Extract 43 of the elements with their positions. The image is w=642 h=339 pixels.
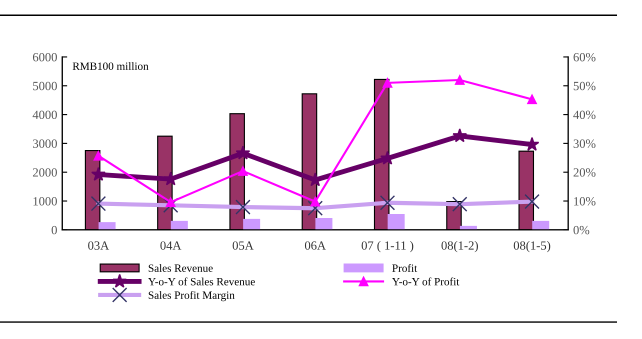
x-tick-label: 05A xyxy=(232,241,254,250)
annotation: RMB100 million xyxy=(72,62,148,70)
y2-tick-label: 20% xyxy=(574,168,596,177)
point xyxy=(454,75,465,85)
y2-tick-label: 40% xyxy=(573,110,596,120)
y2-tick-label: 10% xyxy=(574,197,596,206)
point xyxy=(527,94,537,104)
x-tick-label: 08(1-2) xyxy=(441,240,478,252)
y2-tick-label: 0% xyxy=(574,226,590,234)
bar xyxy=(388,214,405,230)
x-tick-label: 04A xyxy=(160,241,182,250)
bar xyxy=(170,220,188,230)
y-tick-label: 0 xyxy=(52,226,57,234)
x-tick-label: 08(1-5) xyxy=(514,240,550,252)
point xyxy=(166,197,176,208)
y2-tick-label: 30% xyxy=(574,139,596,148)
legend-label: Sales Profit Margin xyxy=(148,291,235,302)
y-tick-label: 5000 xyxy=(33,82,57,90)
bar xyxy=(243,218,260,230)
y2-tick-label: 50% xyxy=(574,82,596,90)
point xyxy=(238,166,248,176)
point xyxy=(94,150,104,161)
point xyxy=(382,78,392,88)
x-tick-label: 07 ( 1-11 ) xyxy=(362,240,414,252)
y-tick-label: 6000 xyxy=(32,52,57,62)
legend-label: Profit xyxy=(392,264,418,272)
bar xyxy=(98,222,116,230)
y-tick-label: 1000 xyxy=(34,197,57,206)
legend-label: Y-o-Y of Sales Revenue xyxy=(148,277,255,286)
point xyxy=(452,128,468,142)
y2-tick-label: 60% xyxy=(574,52,596,62)
x-tick-label: 06A xyxy=(304,241,326,250)
x-tick-label: 03A xyxy=(88,241,110,250)
y-tick-label: 3000 xyxy=(33,139,57,148)
legend-label: Sales Revenue xyxy=(148,264,213,272)
y-tick-label: 4000 xyxy=(32,110,57,120)
y-tick-label: 2000 xyxy=(32,168,57,177)
legend-label: Y-o-Y of Profit xyxy=(392,277,460,286)
point xyxy=(310,196,320,206)
point xyxy=(236,146,250,160)
point xyxy=(91,166,106,181)
bar xyxy=(532,220,550,230)
bar xyxy=(315,218,332,230)
